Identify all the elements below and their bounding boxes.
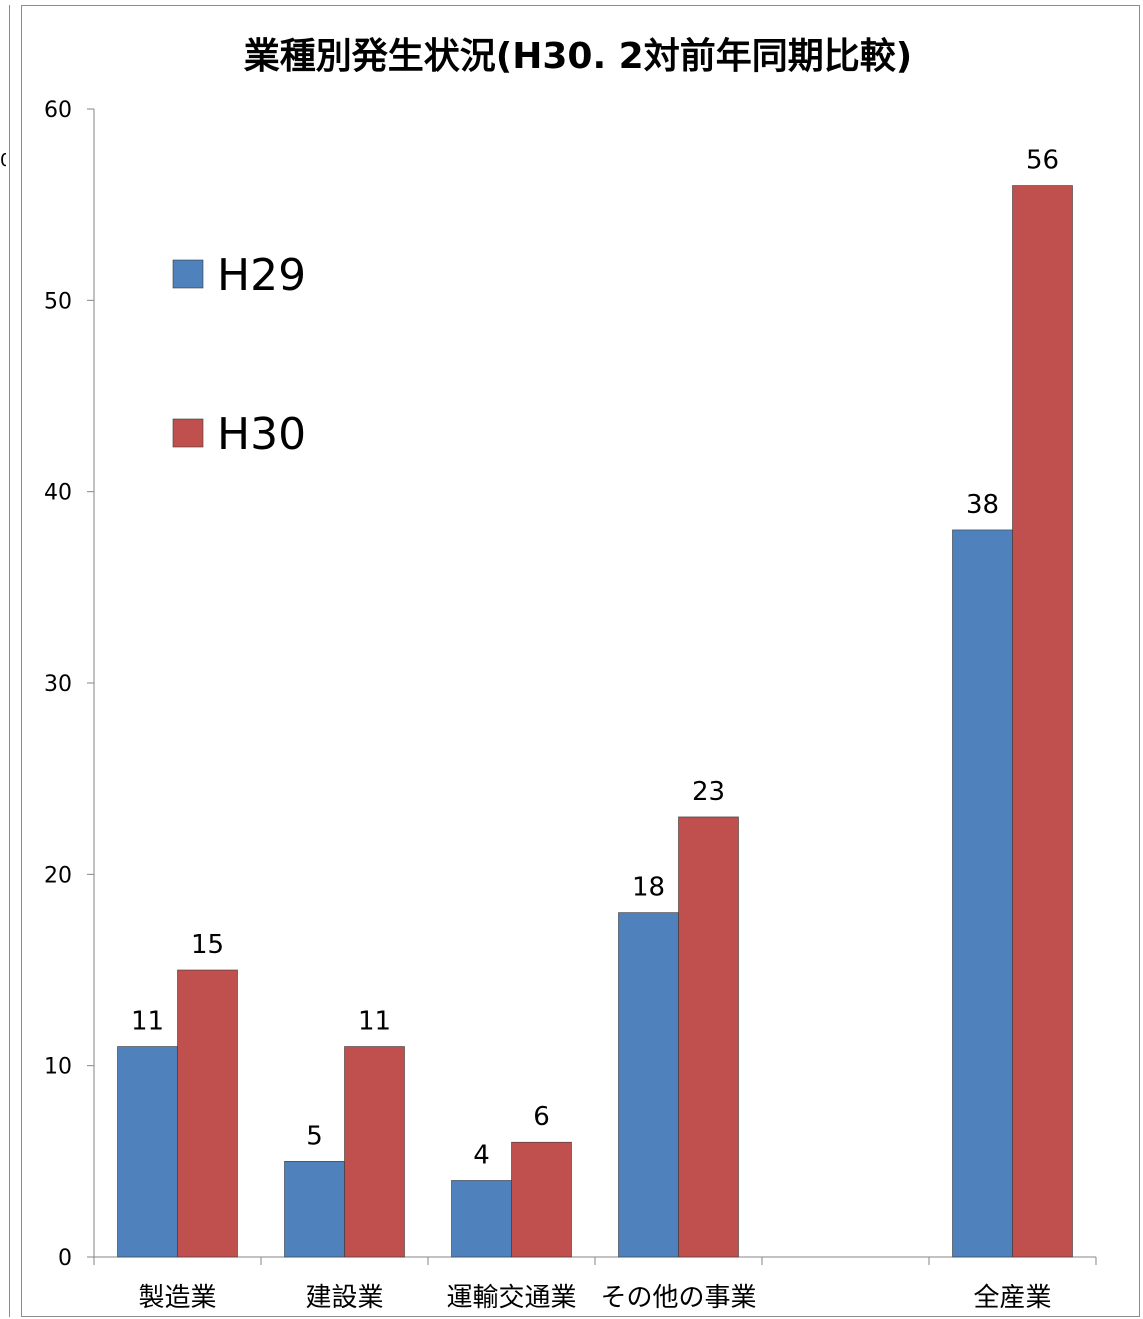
legend-swatch-h29 xyxy=(172,259,204,289)
y-tick-label: 10 xyxy=(44,1055,72,1080)
bars xyxy=(117,185,1073,1258)
bar-h30-2 xyxy=(511,1141,572,1258)
x-tick-label: その他の事業 xyxy=(600,1283,756,1313)
bar-h30-1 xyxy=(344,1046,405,1258)
x-tick-label: 運輸交通業 xyxy=(446,1283,576,1313)
adjacent-chart-edge xyxy=(9,5,12,1317)
bar-h29-3 xyxy=(618,912,679,1258)
legend-label-h29: H29 xyxy=(217,250,306,301)
data-label: 56 xyxy=(1026,146,1059,176)
legend: H29 H30 xyxy=(172,250,306,460)
data-label: 11 xyxy=(358,1007,391,1037)
y-tick-label: 50 xyxy=(44,289,72,314)
y-tick-label: 40 xyxy=(44,481,72,506)
bar-h30-0 xyxy=(177,969,238,1258)
bar-h29-1 xyxy=(284,1161,345,1258)
chart-title: 業種別発生状況(H30. 2対前年同期比較) xyxy=(244,36,912,77)
legend-label-h30: H30 xyxy=(217,409,306,460)
bar-h29-0 xyxy=(117,1046,178,1258)
bar-h29-2 xyxy=(451,1180,512,1258)
data-label: 15 xyxy=(191,930,224,960)
data-label: 38 xyxy=(966,490,999,520)
axes: 0 10 20 30 40 50 60 製造業 建設業 運輸交通業 その他の事業 全産業 xyxy=(44,98,1097,1313)
x-tick-label: 建設業 xyxy=(305,1283,383,1313)
data-labels: 11 5 4 18 38 15 11 6 23 56 xyxy=(131,146,1059,1171)
bar-h30-5 xyxy=(1012,185,1073,1258)
data-label: 18 xyxy=(632,873,665,903)
data-label: 6 xyxy=(533,1102,550,1132)
bar-h29-5 xyxy=(952,529,1013,1258)
data-label: 23 xyxy=(692,777,725,807)
x-tick-label: 製造業 xyxy=(138,1283,216,1313)
y-tick-label: 30 xyxy=(44,672,72,697)
data-label: 4 xyxy=(473,1140,490,1170)
bar-h30-3 xyxy=(678,816,739,1258)
y-tick-label: 0 xyxy=(58,1246,72,1271)
data-label: 11 xyxy=(131,1007,164,1037)
data-label: 5 xyxy=(306,1121,323,1151)
y-tick-label: 20 xyxy=(44,863,72,888)
x-tick-label: 全産業 xyxy=(973,1283,1051,1313)
legend-swatch-h30 xyxy=(172,418,204,448)
y-tick-label: 60 xyxy=(44,98,72,123)
adjacent-chart-tick-fragment: 0 xyxy=(0,150,6,171)
